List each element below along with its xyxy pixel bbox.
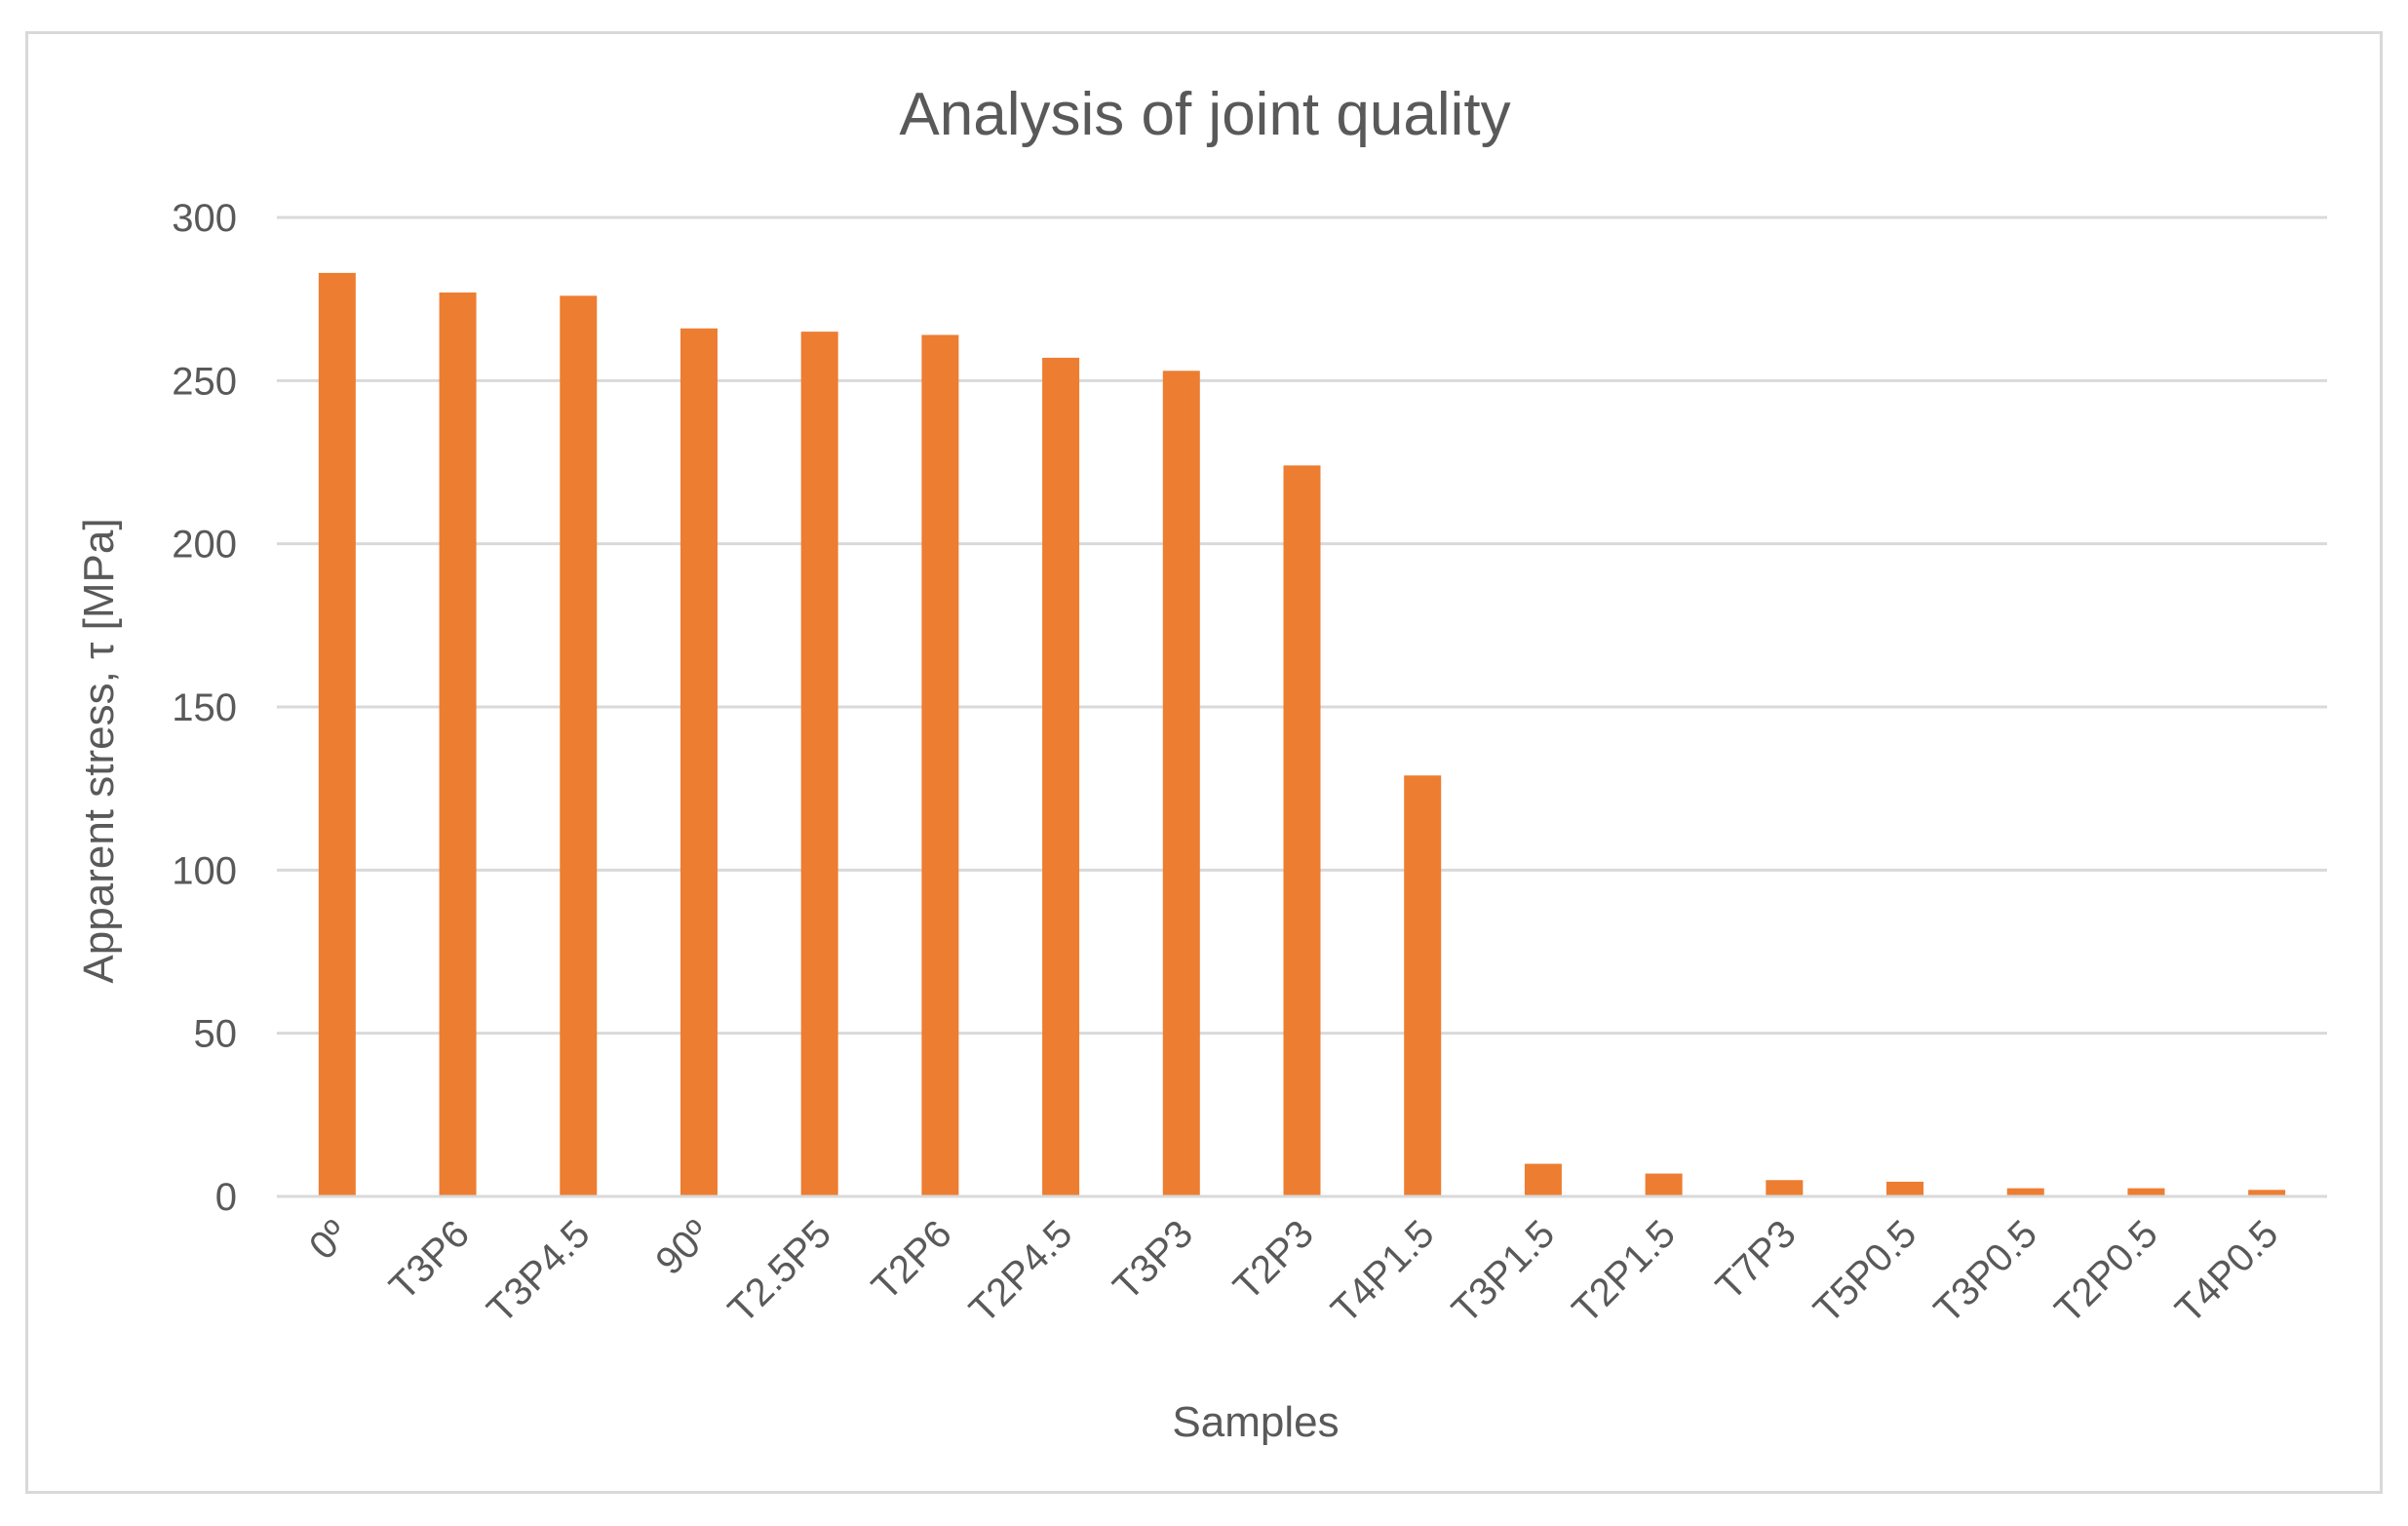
bar-90º [680,328,718,1197]
bars [318,272,2286,1197]
y-tick-label: 150 [172,686,237,729]
bar-T3P3 [1162,371,1200,1196]
y-tick-label: 250 [172,360,237,403]
x-tick-label: T2P1.5 [1565,1212,1684,1331]
bar-T2P0.5 [2127,1188,2165,1196]
bar-T3P4.5 [560,295,598,1196]
x-tick-label: T5P0.5 [1806,1212,1924,1331]
y-axis-ticks: 0 50 100 150 200 250 300 [172,197,237,1219]
bar-T4P1.5 [1404,775,1442,1196]
bar-T2P3 [1283,465,1321,1196]
bar-T2P1.5 [1645,1173,1683,1196]
y-tick-label: 300 [172,197,237,240]
x-tick-label: T3P4.5 [479,1212,598,1331]
x-tick-label: T2.5P5 [720,1212,839,1331]
x-tick-label: T2P4.5 [961,1212,1080,1331]
x-tick-label: T2P3 [1225,1212,1322,1309]
chart-title: Analysis of joint quality [899,81,1510,148]
x-tick-label: T3P0.5 [1926,1212,2045,1331]
x-tick-label: T3P3 [1105,1212,1201,1309]
x-tick-label: T7P3 [1708,1212,1805,1309]
bar-T4P0.5 [2248,1190,2286,1196]
bar-T2P6 [921,334,959,1197]
gridlines [277,215,2327,1036]
x-tick-label: T3P1.5 [1444,1212,1563,1331]
x-tick-label: T3P6 [381,1212,478,1309]
x-tick-label: 90º [647,1212,719,1283]
y-axis-title: Apparent stress, τ [MPa] [75,518,123,983]
x-tick-label: T2P0.5 [2046,1212,2165,1331]
bar-T2.5P5 [800,332,838,1197]
x-axis-title: Samples [1172,1398,1339,1446]
x-axis-labels: 0º T3P6 T3P4.5 90º T2.5P5 T2P6 T2P4.5 T3P3 T2P3 T… [301,1212,2286,1332]
bar-T5P0.5 [1886,1181,1924,1196]
x-tick-label: 0º [301,1212,357,1268]
x-tick-label: T2P6 [864,1212,960,1309]
bar-T7P3 [1766,1180,1804,1196]
chart-frame [25,31,2383,1494]
x-tick-label: T4P1.5 [1323,1212,1442,1331]
bar-0º [318,272,356,1197]
bar-T3P1.5 [1524,1163,1562,1196]
x-tick-label: T4P0.5 [2167,1212,2286,1331]
bar-T3P0.5 [2006,1188,2044,1196]
y-tick-label: 200 [172,524,237,567]
bar-T2P4.5 [1042,357,1080,1196]
y-tick-label: 50 [194,1013,238,1056]
y-tick-label: 100 [172,849,237,892]
bar-T3P6 [439,292,477,1196]
y-tick-label: 0 [215,1176,237,1219]
